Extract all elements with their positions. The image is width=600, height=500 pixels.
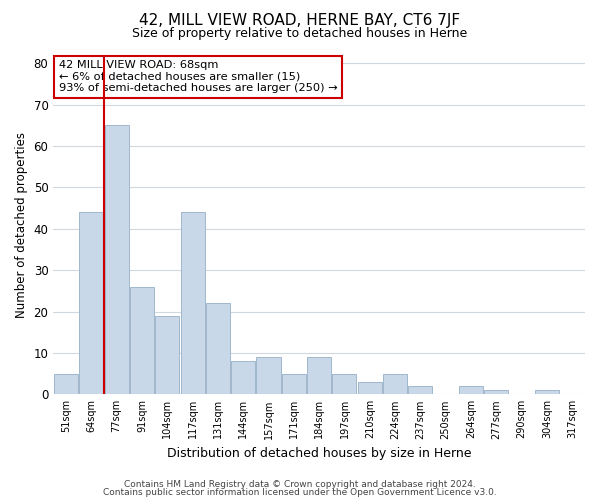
Bar (231, 361, 255, 394)
Text: 42 MILL VIEW ROAD: 68sqm
← 6% of detached houses are smaller (15)
93% of semi-de: 42 MILL VIEW ROAD: 68sqm ← 6% of detache… (59, 60, 337, 94)
Bar (409, 386, 433, 394)
Bar (155, 316, 179, 394)
Bar (358, 382, 382, 394)
Bar (282, 374, 306, 394)
Bar (332, 374, 356, 394)
Bar (104, 126, 128, 394)
Bar (459, 386, 483, 394)
Text: Contains HM Land Registry data © Crown copyright and database right 2024.: Contains HM Land Registry data © Crown c… (124, 480, 476, 489)
Text: Size of property relative to detached houses in Herne: Size of property relative to detached ho… (133, 28, 467, 40)
Bar (130, 286, 154, 395)
Bar (484, 390, 508, 394)
Bar (206, 304, 230, 394)
Bar (383, 374, 407, 394)
Y-axis label: Number of detached properties: Number of detached properties (15, 132, 28, 318)
X-axis label: Distribution of detached houses by size in Herne: Distribution of detached houses by size … (167, 447, 472, 460)
Bar (256, 357, 281, 395)
Bar (54, 374, 78, 394)
Text: 42, MILL VIEW ROAD, HERNE BAY, CT6 7JF: 42, MILL VIEW ROAD, HERNE BAY, CT6 7JF (139, 12, 461, 28)
Bar (181, 212, 205, 394)
Bar (535, 390, 559, 394)
Text: Contains public sector information licensed under the Open Government Licence v3: Contains public sector information licen… (103, 488, 497, 497)
Bar (79, 212, 103, 394)
Bar (307, 357, 331, 395)
